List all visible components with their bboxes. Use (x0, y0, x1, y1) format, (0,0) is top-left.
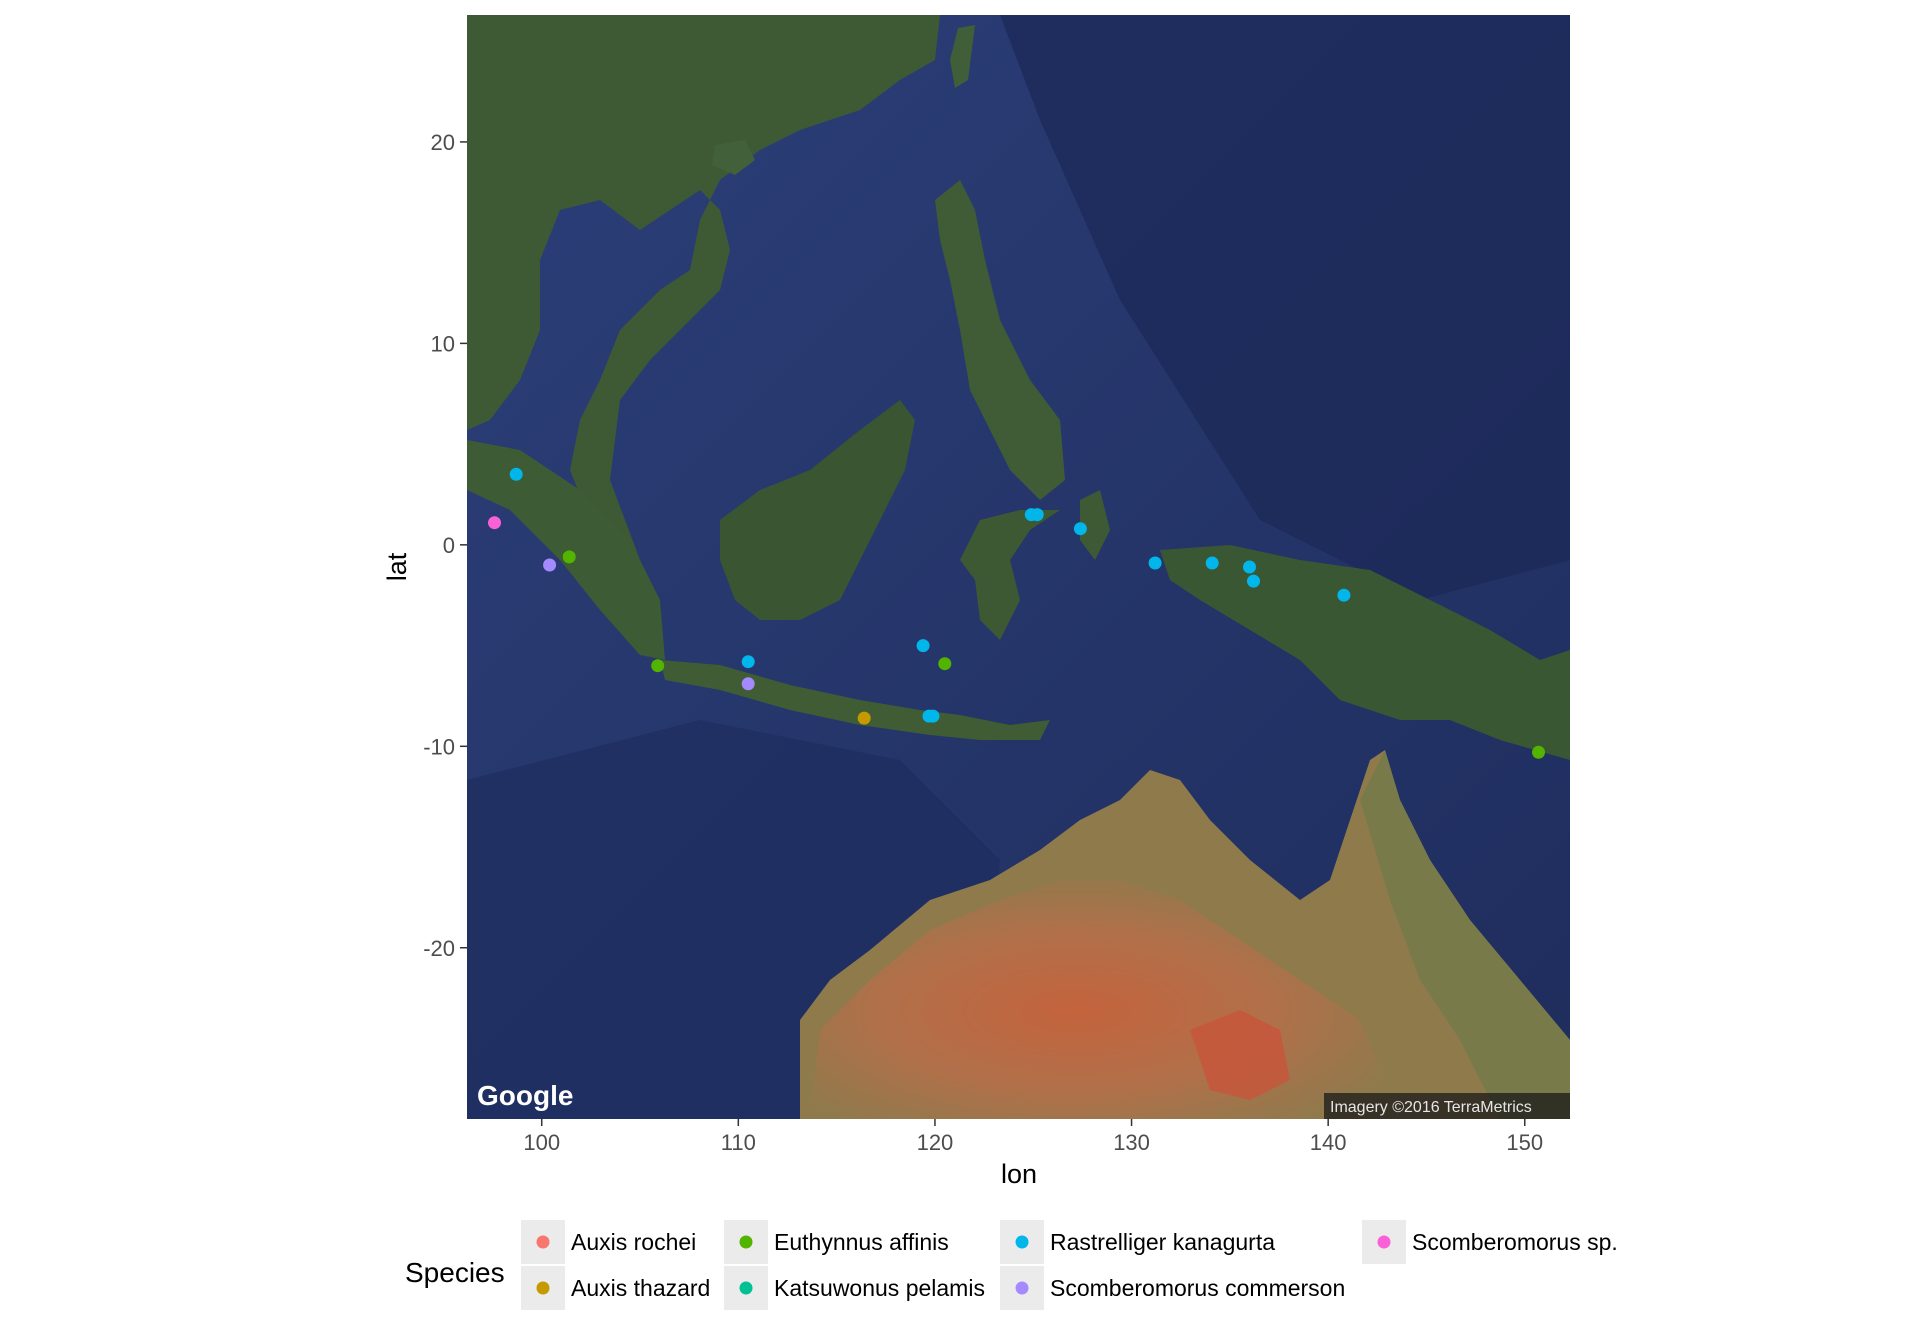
point-rastrelliger-kanagurta-9 (1205, 556, 1219, 570)
point-rastrelliger-kanagurta-0 (509, 467, 523, 481)
legend-label: Auxis rochei (571, 1229, 696, 1255)
legend-key-auxis-thazard (536, 1281, 550, 1295)
legend-entries: Auxis rochei Auxis thazard Euthynnus affin… (521, 1220, 1618, 1310)
point-euthynnus-affinis-2 (938, 657, 952, 671)
point-scomberomorus-commerson-0 (543, 558, 557, 572)
point-euthynnus-affinis-1 (651, 659, 665, 673)
legend-key-auxis-rochei (536, 1235, 550, 1249)
point-rastrelliger-kanagurta-6 (1030, 508, 1044, 522)
x-tick-label-130: 130 (1113, 1130, 1150, 1155)
x-axis: 100 110 120 130 140 150 (523, 1119, 1543, 1155)
x-tick-label-150: 150 (1506, 1130, 1543, 1155)
point-rastrelliger-kanagurta-12 (1337, 588, 1351, 602)
y-tick-label--10: -10 (423, 734, 455, 759)
legend: Species Auxis rochei Auxis thazard Euthynn… (405, 1220, 1618, 1310)
point-rastrelliger-kanagurta-4 (926, 709, 940, 723)
y-tick-label--20: -20 (423, 936, 455, 961)
point-rastrelliger-kanagurta-8 (1148, 556, 1162, 570)
point-rastrelliger-kanagurta-1 (741, 655, 755, 669)
y-axis-title: lat (382, 552, 412, 581)
y-tick-label-0: 0 (443, 533, 455, 558)
legend-label: Scomberomorus sp. (1412, 1229, 1618, 1255)
legend-key-scomberomorus-commerson (1015, 1281, 1029, 1295)
point-rastrelliger-kanagurta-11 (1247, 574, 1260, 588)
data-points (488, 467, 1545, 759)
x-tick-label-120: 120 (917, 1130, 954, 1155)
legend-key-euthynnus-affinis (739, 1235, 753, 1249)
legend-label: Katsuwonus pelamis (774, 1275, 985, 1301)
point-euthynnus-affinis-3 (1532, 745, 1545, 759)
legend-key-rastrelliger-kanagurta (1015, 1235, 1029, 1249)
google-logo: Google (477, 1080, 573, 1111)
point-auxis-thazard-0 (857, 711, 871, 725)
point-euthynnus-affinis-0 (562, 550, 576, 564)
x-tick-label-110: 110 (721, 1130, 756, 1155)
point-rastrelliger-kanagurta-7 (1073, 522, 1087, 536)
y-tick-label-10: 10 (431, 331, 455, 356)
legend-label: Euthynnus affinis (774, 1229, 949, 1255)
y-tick-label-20: 20 (431, 130, 455, 155)
legend-key-katsuwonus-pelamis (739, 1281, 753, 1295)
legend-label: Rastrelliger kanagurta (1050, 1229, 1275, 1255)
point-scomberomorus-commerson-1 (741, 677, 755, 691)
legend-key-scomberomorus-sp- (1377, 1235, 1391, 1249)
x-tick-label-140: 140 (1310, 1130, 1347, 1155)
y-axis: 20 10 0 -10 -20 (423, 130, 467, 961)
point-rastrelliger-kanagurta-10 (1243, 560, 1256, 574)
x-tick-label-100: 100 (523, 1130, 560, 1155)
legend-label: Scomberomorus commerson (1050, 1275, 1345, 1301)
legend-label: Auxis thazard (571, 1275, 710, 1301)
legend-title: Species (405, 1257, 505, 1288)
imagery-attribution: Imagery ©2016 TerraMetrics (1330, 1099, 1532, 1116)
satellite-map-background (467, 15, 1570, 1119)
x-axis-title: lon (1001, 1159, 1037, 1189)
attribution-background (1324, 1093, 1570, 1119)
point-rastrelliger-kanagurta-2 (916, 639, 930, 653)
point-scomberomorus-sp--0 (488, 516, 501, 530)
